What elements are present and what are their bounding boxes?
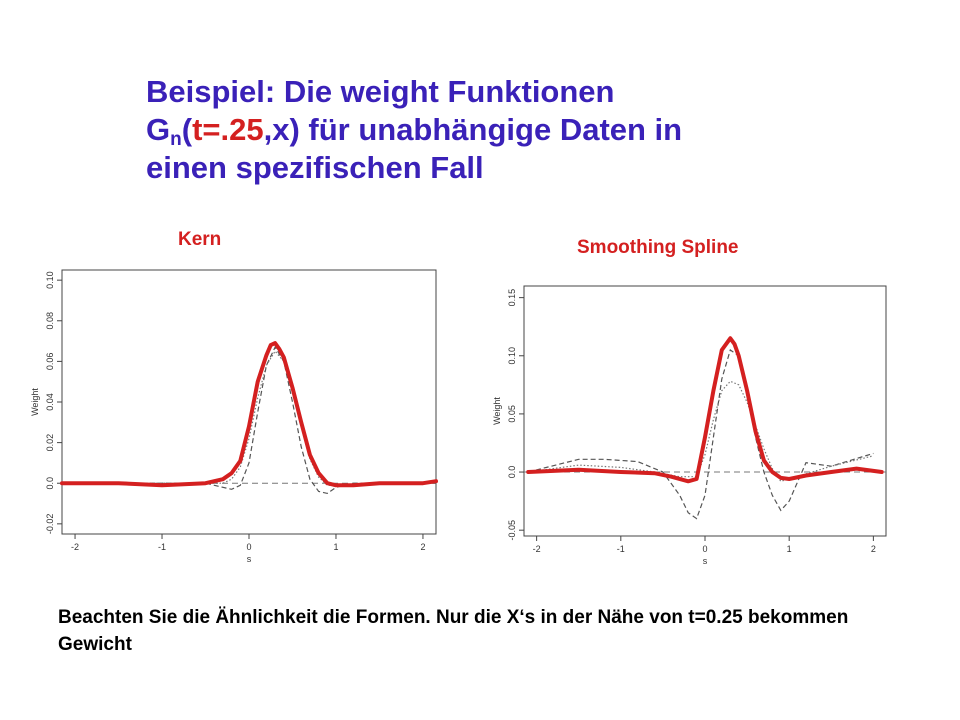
observation-note: Beachten Sie die Ähnlichkeit die Formen.…: [58, 607, 849, 655]
title-g: G: [146, 112, 171, 147]
y-tick-label: 0.08: [45, 312, 55, 330]
y-tick-label: 0.02: [45, 434, 55, 452]
x-tick-label: 1: [787, 544, 792, 554]
y-axis-label: Weight: [30, 388, 40, 416]
title-arg-rest: ,x) für unabhängige Daten in: [263, 112, 683, 147]
title-line-2: Gn(t=.25,x) für unabhängige Daten in: [146, 111, 846, 149]
y-tick-label: 0.10: [507, 347, 517, 365]
title-arg-t: t=.25: [192, 112, 264, 147]
x-tick-label: 0: [702, 544, 707, 554]
x-axis-label: s: [703, 556, 708, 566]
x-tick-label: -1: [617, 544, 625, 554]
plot-frame: [61, 269, 437, 535]
y-tick-label: 0.0: [45, 477, 55, 490]
y-tick-label: 0.06: [45, 353, 55, 371]
y-tick-label: -0.02: [45, 514, 55, 535]
title-line-1: Beispiel: Die weight Funktionen: [146, 74, 615, 109]
title-line-3: einen spezifischen Fall: [146, 150, 484, 185]
slide-title: Beispiel: Die weight Funktionen Gn(t=.25…: [146, 73, 846, 187]
title-paren: (: [181, 112, 193, 147]
plot-frame: [523, 285, 887, 537]
y-tick-label: 0.04: [45, 393, 55, 411]
title-subscript: n: [170, 129, 182, 150]
y-tick-label: 0.10: [45, 271, 55, 289]
thick-weight-curve: [526, 336, 884, 484]
thick-weight-curve: [60, 341, 438, 488]
y-tick-label: 0.05: [507, 405, 517, 423]
spline-chart-title: Smoothing Spline: [577, 237, 739, 258]
y-axis-label: Weight: [492, 397, 502, 425]
x-tick-label: 2: [420, 542, 425, 552]
y-tick-label: -0.05: [507, 520, 517, 541]
y-tick-label: 0.15: [507, 289, 517, 307]
dashed-weight-curve: [62, 345, 436, 495]
spline-weight-plot: -0.05 0.0 0.05 0.10 0.15 -2 -1 0 1 2 s Weight: [492, 285, 887, 566]
x-tick-label: 2: [871, 544, 876, 554]
x-tick-label: 0: [246, 542, 251, 552]
y-tick-label: 0.0: [507, 466, 517, 479]
dashed-weight-curve: [528, 349, 874, 520]
x-tick-label: 1: [333, 542, 338, 552]
kern-weight-plot: -0.02 0.0 0.02 0.04 0.06 0.08 0.10 -2 -1 0 1 2 s Weig…: [30, 269, 438, 564]
kern-chart-title: Kern: [178, 229, 222, 250]
x-tick-label: -2: [533, 544, 541, 554]
x-tick-label: -2: [71, 542, 79, 552]
x-axis-label: s: [247, 554, 252, 564]
x-tick-label: -1: [158, 542, 166, 552]
